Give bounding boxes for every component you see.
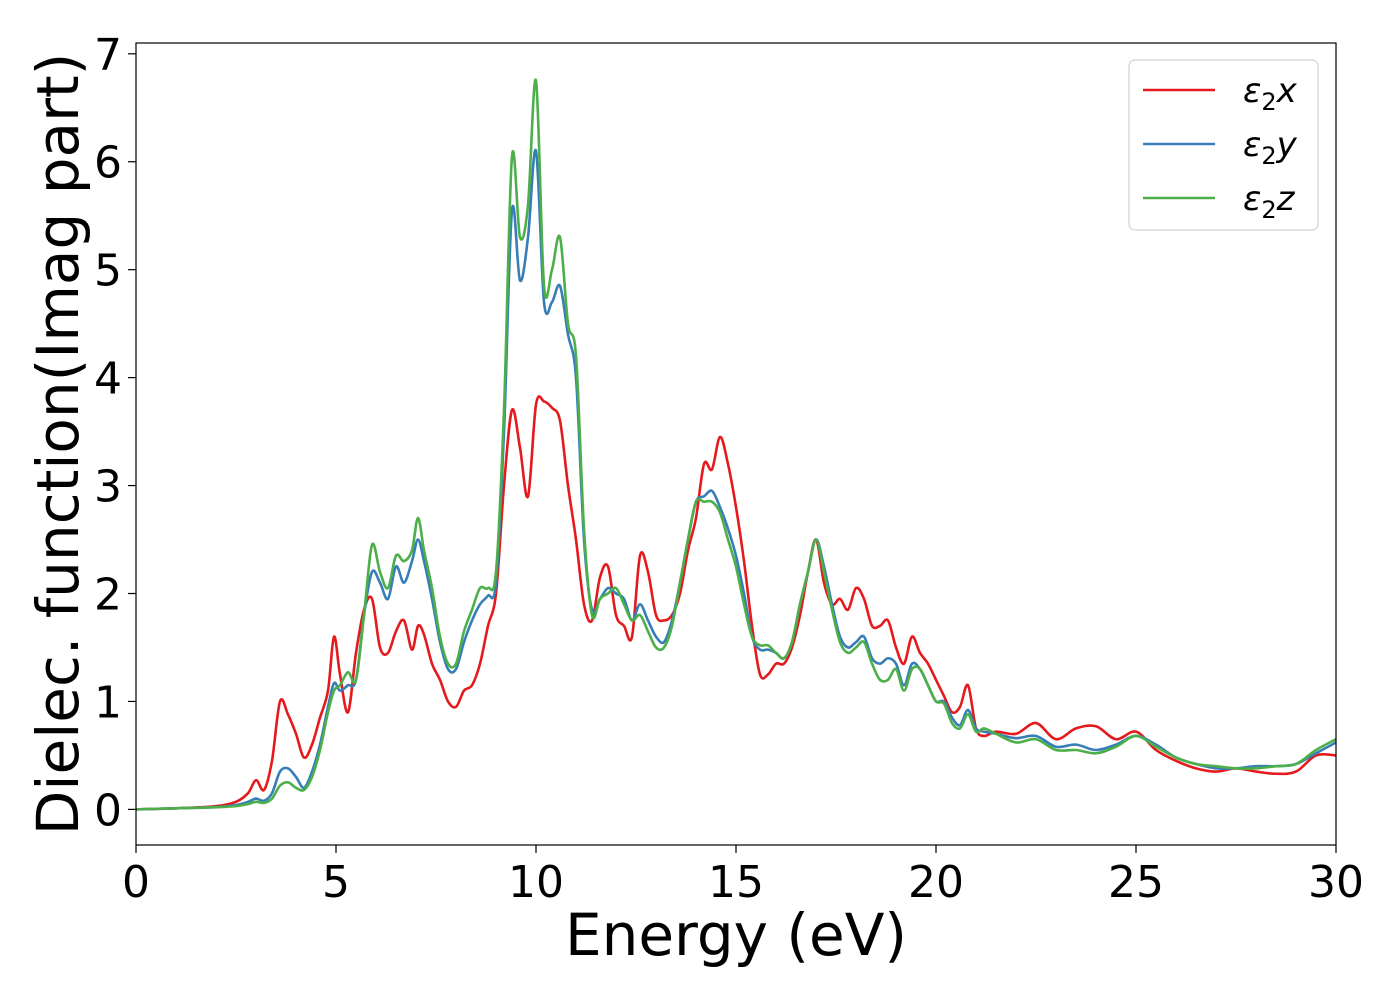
y-tick-label: 7 [94, 30, 122, 81]
legend-label-x: ε2x [1243, 71, 1298, 116]
y-axis: 0 1 2 3 4 5 6 7 [94, 30, 136, 836]
series-line-z [136, 78, 1336, 811]
x-axis: 0 5 10 15 20 25 30 [122, 845, 1364, 908]
x-tick-label: 15 [708, 857, 764, 908]
x-axis-label: Energy (eV) [565, 901, 907, 969]
legend: ε2x ε2y ε2z [1128, 59, 1319, 231]
x-tick-label: 10 [508, 857, 564, 908]
series-layer [136, 78, 1336, 811]
y-tick-label: 6 [94, 138, 122, 189]
x-tick-label: 0 [122, 857, 150, 908]
y-tick-label: 4 [94, 354, 122, 405]
y-tick-label: 2 [94, 569, 122, 620]
x-tick-label: 20 [908, 857, 964, 908]
legend-box [1128, 59, 1319, 231]
legend-label-y: ε2y [1243, 125, 1298, 170]
y-tick-label: 0 [94, 785, 122, 836]
y-axis-label: Dielec. function(Imag part) [24, 53, 92, 836]
x-tick-label: 25 [1108, 857, 1164, 908]
x-tick-label: 5 [322, 857, 350, 908]
y-tick-label: 5 [94, 246, 122, 297]
series-line-y [136, 148, 1336, 811]
y-tick-label: 3 [94, 462, 122, 513]
legend-label-z: ε2z [1243, 179, 1296, 224]
x-tick-label: 30 [1308, 857, 1364, 908]
y-tick-label: 1 [94, 677, 122, 728]
